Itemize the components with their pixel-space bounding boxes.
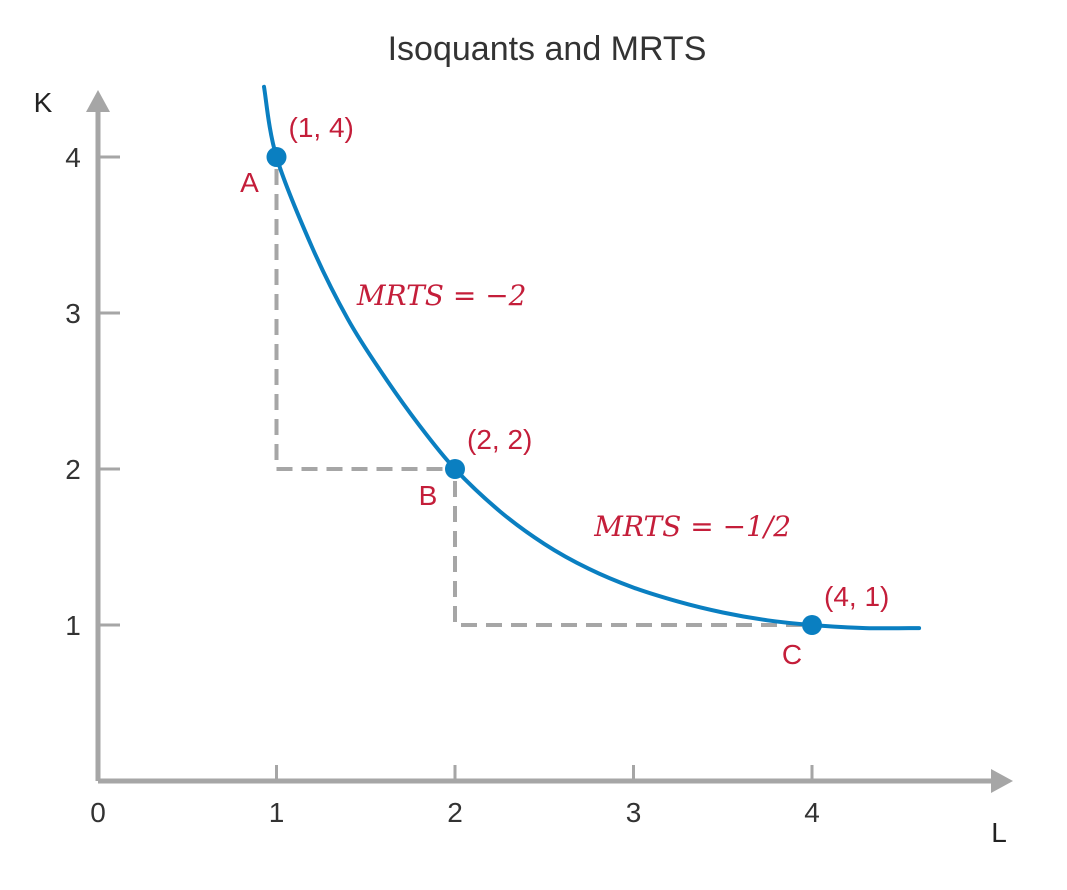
point-a-coords: (1, 4) bbox=[289, 112, 354, 143]
dashed-guide bbox=[274, 169, 445, 471]
x-tick-label: 4 bbox=[804, 797, 820, 828]
x-axis-arrow bbox=[991, 769, 1013, 793]
point-a-marker bbox=[266, 147, 287, 167]
y-tick-label: 4 bbox=[65, 142, 81, 173]
points-layer: A (1, 4) B (2, 2) C (4, 1) bbox=[240, 112, 889, 670]
origin-label: 0 bbox=[90, 797, 106, 828]
y-tick-label: 3 bbox=[65, 298, 81, 329]
isoquant-curve bbox=[262, 84, 922, 631]
x-tick-label: 1 bbox=[269, 797, 285, 828]
point-a-label: A bbox=[240, 167, 259, 198]
point-c-marker bbox=[802, 615, 822, 635]
y-axis-arrow bbox=[86, 90, 110, 112]
point-b-coords: (2, 2) bbox=[467, 424, 532, 455]
axes: L K 0 1 2 3 4 1 2 3 4 bbox=[34, 87, 1013, 848]
point-b-label: B bbox=[419, 480, 438, 511]
point-c-coords: (4, 1) bbox=[824, 581, 889, 612]
chart-title: Isoquants and MRTS bbox=[388, 30, 707, 68]
isoquant-layer bbox=[262, 84, 922, 631]
dashed-guide bbox=[453, 481, 802, 627]
mrts-annotation: MRTS = −2 bbox=[356, 279, 527, 312]
mrts-annotation: MRTS = −1/2 bbox=[593, 510, 791, 543]
y-axis-label: K bbox=[34, 87, 53, 118]
point-b-marker bbox=[445, 459, 465, 479]
annotations-layer: MRTS = −2 MRTS = −1/2 bbox=[356, 279, 791, 543]
x-axis-label: L bbox=[991, 817, 1007, 848]
dashed-guides bbox=[274, 169, 802, 627]
point-c-label: C bbox=[782, 639, 802, 670]
x-tick-label: 2 bbox=[447, 797, 463, 828]
y-tick-label: 2 bbox=[65, 454, 81, 485]
x-tick-label: 3 bbox=[626, 797, 642, 828]
y-tick-label: 1 bbox=[65, 610, 81, 641]
